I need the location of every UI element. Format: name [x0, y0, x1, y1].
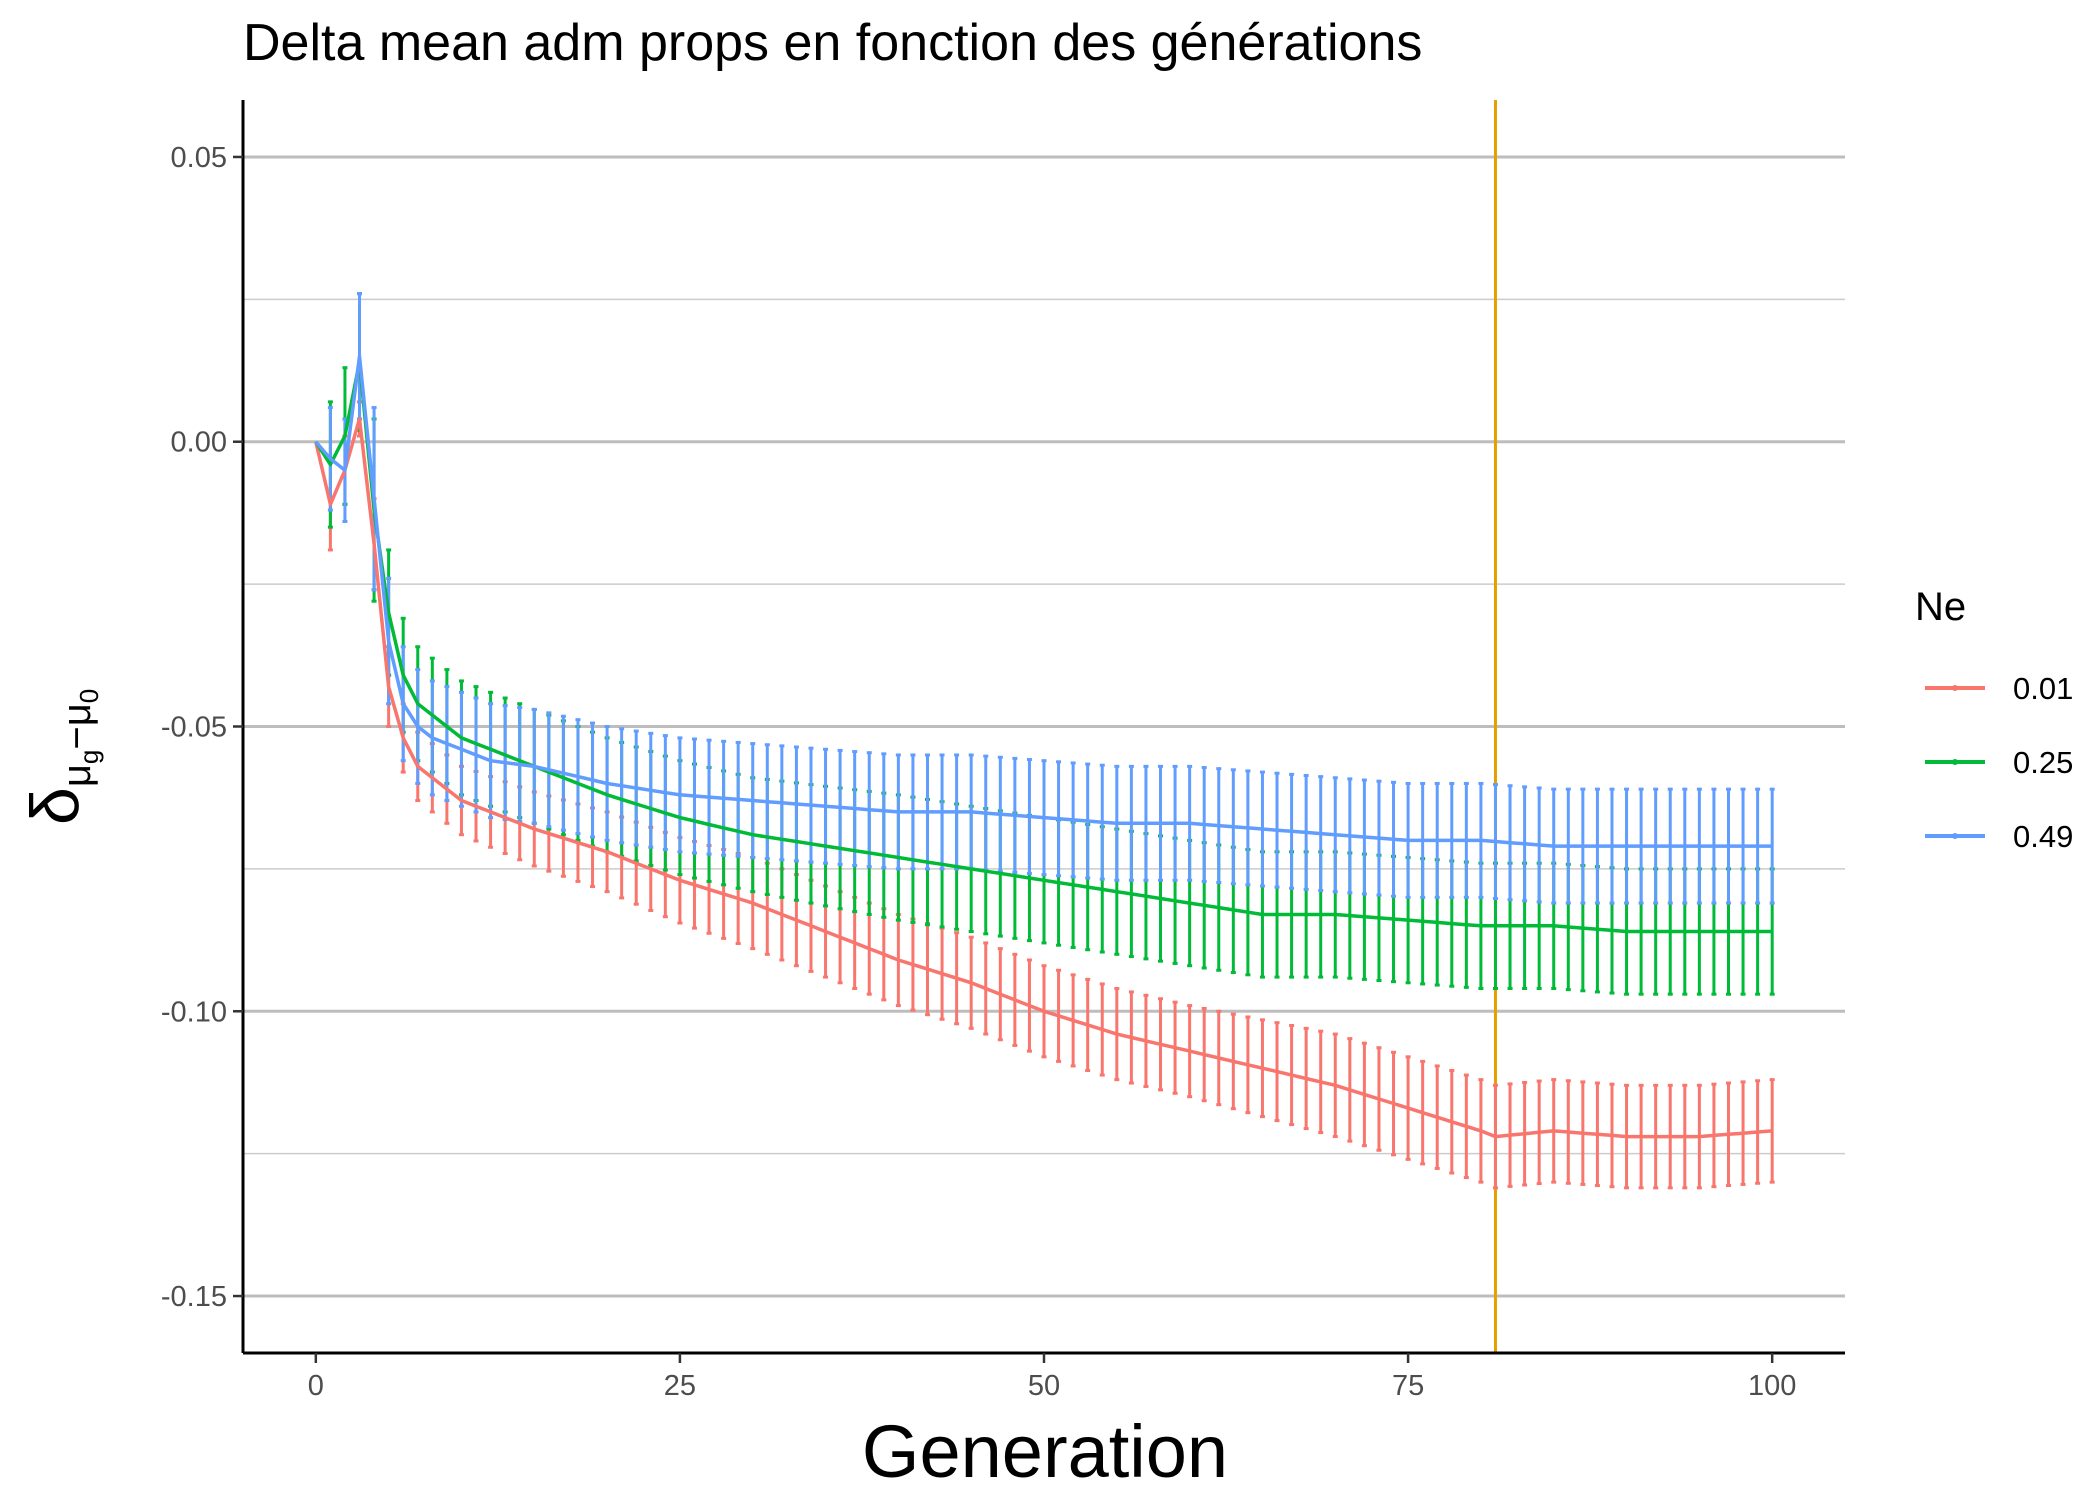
legend-key-point	[1952, 685, 1958, 691]
y-axis-title: δμg−μ0	[17, 689, 104, 825]
legend-label: 0.25	[2013, 745, 2073, 780]
series-line-1	[314, 360, 1773, 934]
series-line-2	[314, 354, 1773, 848]
legend-label: 0.01	[2013, 671, 2073, 706]
y-title-delta: δ	[17, 787, 93, 825]
x-tick-label: 100	[1748, 1370, 1796, 1402]
x-tick-label: 0	[308, 1370, 324, 1402]
y-tick-label: -0.10	[161, 996, 227, 1028]
legend-label: 0.49	[2013, 819, 2073, 854]
y-title-mu-0: μ	[55, 703, 99, 726]
x-tick-label: 25	[664, 1370, 696, 1402]
y-tick-label: -0.15	[161, 1281, 227, 1313]
series-lines	[314, 354, 1773, 1139]
y-title-minus: −	[55, 726, 99, 749]
x-tick-label: 75	[1392, 1370, 1424, 1402]
x-tick-label: 50	[1028, 1370, 1060, 1402]
legend-key-point	[1952, 759, 1958, 765]
gridlines	[243, 155, 1845, 1298]
y-tick-label: 0.05	[171, 142, 227, 174]
series-line-0	[314, 417, 1773, 1139]
legend: Ne 0.01 0.25 0.49	[1915, 585, 2073, 854]
y-title-sub-g: g	[74, 750, 104, 764]
legend-title: Ne	[1915, 585, 1966, 629]
legend-key-point	[1952, 833, 1958, 839]
svg-text:δμg−μ0: δμg−μ0	[17, 689, 104, 825]
y-tick-label: -0.05	[161, 712, 227, 744]
tick-labels: 0.05 0.00 -0.05 -0.10 -0.15 0 25 50 75 100	[161, 142, 1796, 1402]
x-axis-title: Generation	[862, 1410, 1228, 1493]
chart-title: Delta mean adm props en fonction des gén…	[243, 14, 1422, 72]
y-tick-label: 0.00	[171, 427, 227, 459]
y-title-mu-g: μ	[55, 764, 99, 787]
y-title-sub-0: 0	[74, 689, 104, 703]
